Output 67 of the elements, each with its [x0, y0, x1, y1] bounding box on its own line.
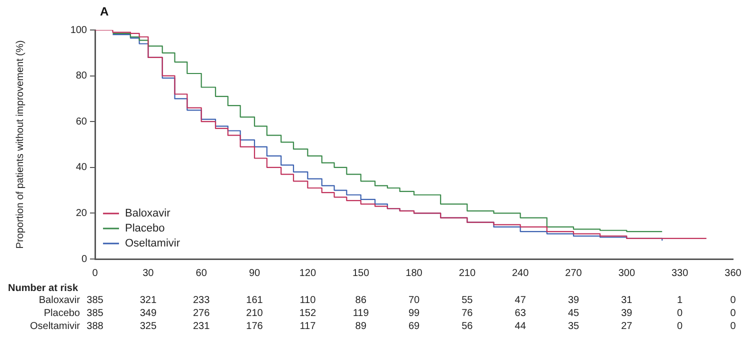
legend-label: Baloxavir: [125, 208, 171, 220]
text: 233: [192, 294, 210, 306]
x-tick-label: 330: [671, 268, 689, 279]
text: 385: [86, 308, 104, 319]
text: 45: [568, 308, 580, 319]
text: 89: [355, 320, 367, 332]
text: 325: [140, 320, 157, 332]
text: 70: [408, 294, 420, 306]
text: 69: [408, 320, 420, 332]
x-tick-label: 150: [352, 268, 370, 279]
x-tick-label: 90: [248, 268, 260, 279]
x-tick-label: 210: [458, 268, 476, 279]
text: 56: [462, 320, 474, 332]
text: 119: [352, 308, 370, 319]
x-tick-label: 0: [92, 268, 98, 279]
x-tick-label: 360: [724, 268, 742, 279]
text: Number at risk: [8, 282, 78, 294]
text: 0: [730, 294, 736, 306]
text: 1: [677, 294, 684, 306]
text: 44: [514, 320, 526, 332]
text: 161: [246, 294, 264, 306]
y-tick-label: 80: [76, 70, 88, 82]
text: 55: [462, 294, 474, 306]
text: 210: [246, 308, 264, 319]
text: 117: [300, 320, 316, 332]
text: 0: [730, 308, 736, 319]
text: 35: [568, 320, 580, 332]
text: 39: [568, 294, 580, 306]
text: 321: [140, 294, 157, 306]
y-tick-label: 40: [76, 162, 88, 174]
text: 388: [86, 320, 104, 332]
legend-label: Oseltamivir: [125, 238, 180, 250]
text: 110: [300, 294, 316, 306]
text: Placebo: [44, 308, 80, 319]
text: Oseltamivir: [30, 320, 81, 332]
text: 0: [677, 320, 684, 332]
x-tick-label: 60: [196, 268, 208, 279]
text: 152: [299, 308, 316, 319]
text: 31: [621, 294, 633, 306]
x-tick-label: 120: [299, 268, 316, 279]
text: 47: [514, 294, 526, 306]
y-tick-label: 60: [76, 116, 88, 128]
chart-title: A: [100, 4, 109, 18]
x-tick-label: 240: [512, 268, 530, 279]
x-tick-label: 300: [618, 268, 636, 279]
x-tick-label: 270: [565, 268, 582, 279]
text: Baloxavir: [38, 294, 81, 306]
y-tick-label: 0: [81, 254, 88, 265]
text: 86: [355, 294, 367, 306]
x-tick-label: 30: [142, 268, 154, 279]
text: 276: [192, 308, 210, 319]
text: 0: [730, 320, 736, 332]
y-tick-label: 20: [76, 208, 88, 219]
text: 27: [621, 320, 633, 332]
text: 39: [621, 308, 633, 319]
text: 99: [408, 308, 420, 319]
text: 385: [86, 294, 104, 306]
text: 231: [192, 320, 210, 332]
text: 349: [140, 308, 157, 319]
y-tick-label: 100: [70, 24, 88, 36]
text: 76: [462, 308, 474, 319]
y-axis-title: Proportion of patients without improvement (%): [14, 40, 26, 249]
text: 63: [514, 308, 526, 319]
x-tick-label: 180: [406, 268, 423, 279]
text: 0: [677, 308, 684, 319]
text: 176: [246, 320, 264, 332]
legend-label: Placebo: [125, 222, 165, 235]
